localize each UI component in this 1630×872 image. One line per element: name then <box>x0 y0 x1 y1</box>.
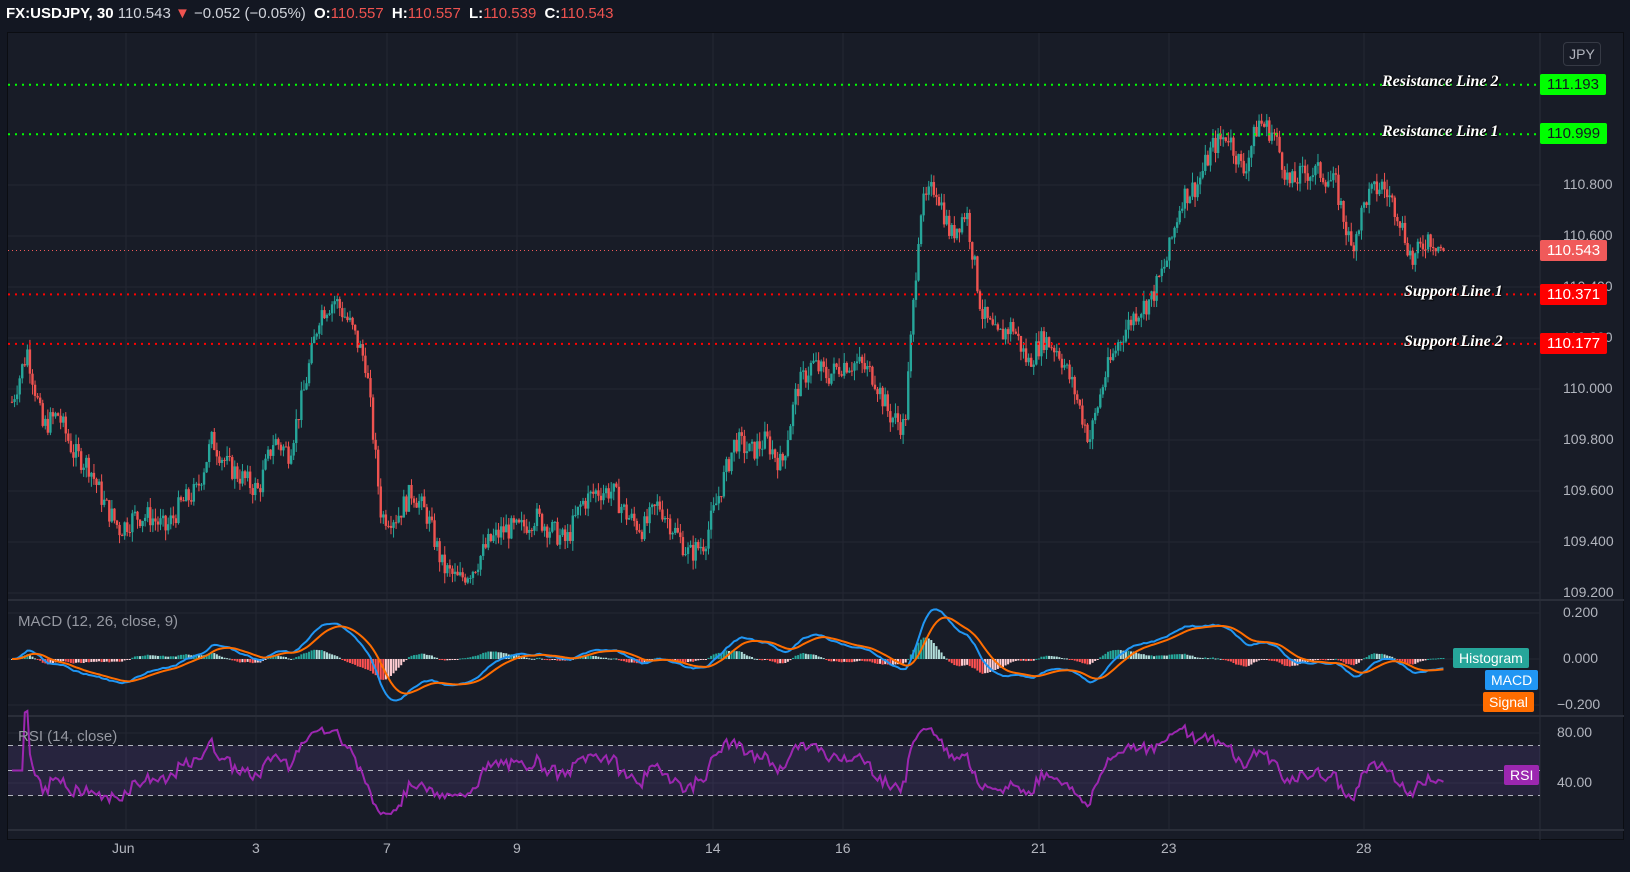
rsi-pane-title[interactable]: RSI (14, close) <box>18 728 118 745</box>
symbol-legend: FX:USDJPY, 30 110.543 ▼ −0.052 (−0.05%) … <box>6 5 613 22</box>
time-tick: 14 <box>705 840 721 856</box>
support-line-2-label: Support Line 2 <box>1404 333 1503 350</box>
price-change: −0.052 (−0.05%) <box>194 5 306 22</box>
resistance-line-2-label: Resistance Line 2 <box>1382 73 1499 90</box>
rsi-legend-tag: RSI <box>1504 765 1540 785</box>
last-price-tag: 110.543 <box>1540 240 1608 261</box>
time-tick: 21 <box>1031 840 1047 856</box>
price-tick: 109.200 <box>1563 584 1614 600</box>
time-tick: Jun <box>112 840 135 856</box>
histogram-legend-tag: Histogram <box>1453 648 1529 668</box>
price-tick: 110.600 <box>1563 227 1613 243</box>
price-tick: 109.800 <box>1563 431 1614 447</box>
rsi-tick: 80.00 <box>1557 724 1593 740</box>
time-tick: 3 <box>252 840 260 856</box>
time-tick: 16 <box>835 840 851 856</box>
low-value: 110.539 <box>483 5 537 22</box>
time-tick: 28 <box>1356 840 1372 856</box>
high-label: H: <box>391 5 408 22</box>
macd-legend-tag: MACD <box>1485 670 1539 690</box>
currency-button[interactable]: JPY <box>1563 42 1601 66</box>
price-tick: 110.000 <box>1563 380 1613 396</box>
macd-tick: 0.000 <box>1563 650 1599 666</box>
open-label: O: <box>313 5 331 22</box>
resistance-line-1-price-tag: 110.999 <box>1540 123 1608 144</box>
macd-pane-title[interactable]: MACD (12, 26, close, 9) <box>18 613 179 630</box>
support-line-1-label: Support Line 1 <box>1404 283 1503 300</box>
high-value: 110.557 <box>407 5 461 22</box>
rsi-tick: 40.00 <box>1557 774 1593 790</box>
symbol-name[interactable]: FX:USDJPY, 30 <box>6 5 114 22</box>
price-tick: 110.800 <box>1563 176 1613 192</box>
time-tick: 23 <box>1161 840 1177 856</box>
price-tick: 109.400 <box>1563 533 1614 549</box>
macd-tick: −0.200 <box>1557 696 1601 712</box>
close-label: C: <box>544 5 561 22</box>
last-price: 110.543 <box>117 5 171 22</box>
time-tick: 9 <box>513 840 521 856</box>
signal-legend-tag: Signal <box>1483 692 1534 712</box>
resistance-line-1-label: Resistance Line 1 <box>1382 123 1499 140</box>
resistance-line-2-price-tag: 111.193 <box>1540 74 1606 95</box>
close-value: 110.543 <box>560 5 614 22</box>
macd-tick: 0.200 <box>1563 604 1599 620</box>
price-tick: 109.600 <box>1563 482 1614 498</box>
low-label: L: <box>469 5 484 22</box>
down-arrow-icon: ▼ <box>175 5 190 22</box>
top-bar: FX:USDJPY, 30 110.543 ▼ −0.052 (−0.05%) … <box>0 0 1630 30</box>
support-line-1-price-tag: 110.371 <box>1540 284 1608 305</box>
support-line-2-price-tag: 110.177 <box>1540 333 1608 354</box>
time-tick: 7 <box>383 840 391 856</box>
open-value: 110.557 <box>330 5 384 22</box>
